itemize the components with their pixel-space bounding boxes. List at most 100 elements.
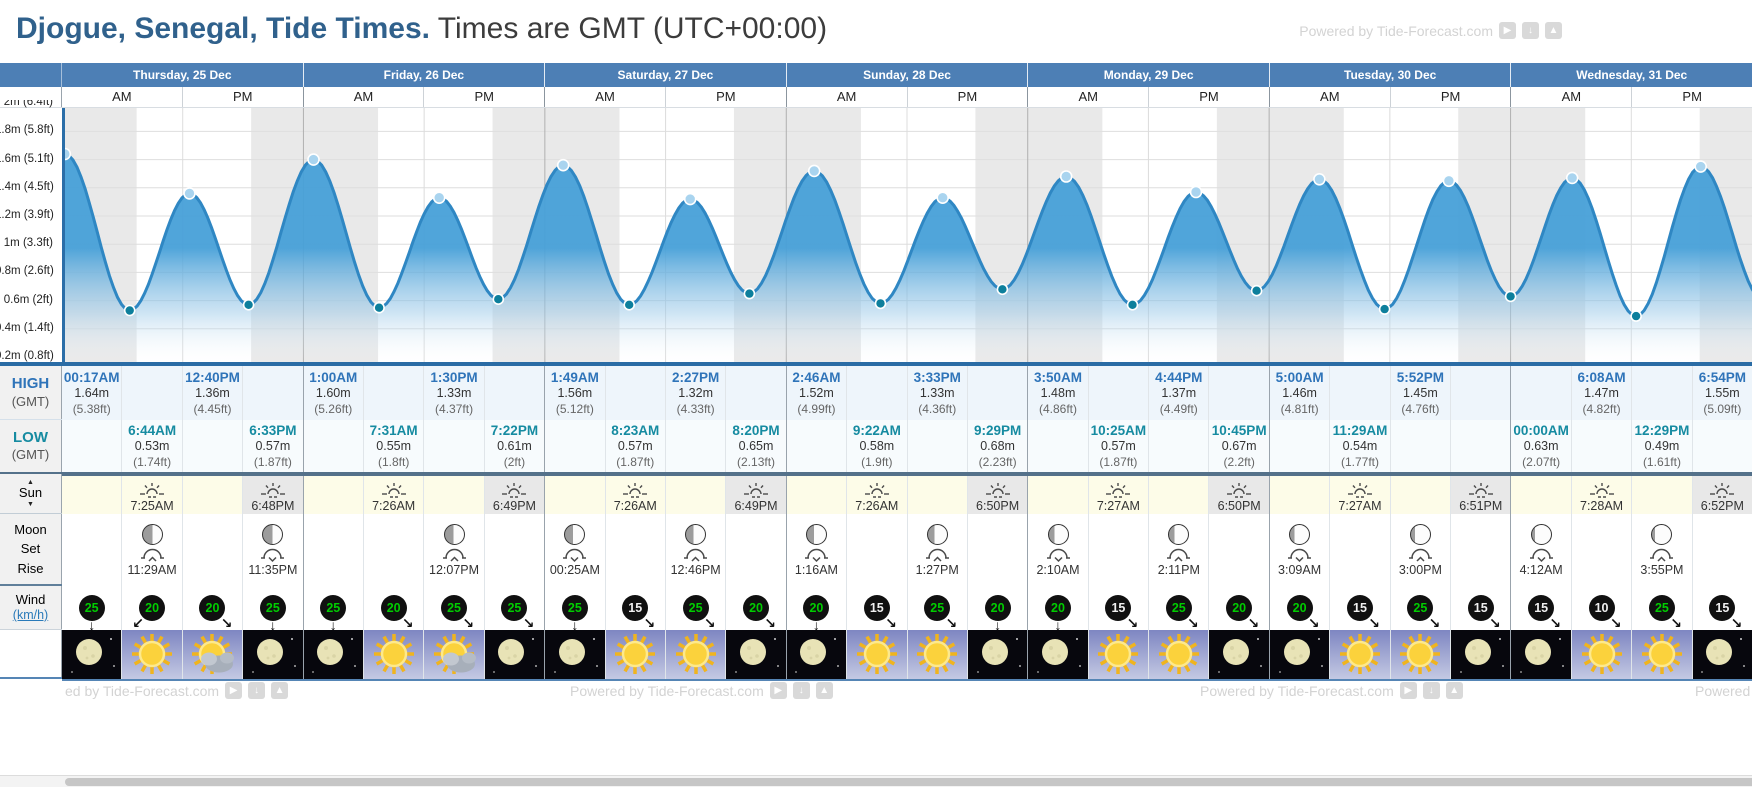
sunrise-cell: 7:26AM <box>847 476 908 518</box>
sunset-time: 6:49PM <box>734 499 778 513</box>
up-badge-icon[interactable]: ▲ <box>1445 682 1463 699</box>
high-tide-height-m: 1.45m <box>1402 386 1438 401</box>
high-tide-time: 1:00AM <box>309 369 358 385</box>
low-tide-marker <box>1504 290 1517 303</box>
powered-by-footer[interactable]: ed by Tide-Forecast.com ▶ ↓ ▲ <box>65 682 289 699</box>
download-badge-icon[interactable]: ↓ <box>1422 682 1440 699</box>
wind-speed: 15 <box>869 601 884 615</box>
wind-badge: 20 ↓ <box>1045 595 1071 632</box>
powered-by-footer[interactable]: Powered by Tide-Forecast.com▶↓▲ <box>1695 682 1752 699</box>
high-tide-cell <box>606 366 666 420</box>
download-badge-icon[interactable]: ↓ <box>1522 22 1539 39</box>
ampm-label: AM <box>62 87 183 107</box>
moon-cell: 12:46PM <box>666 514 727 586</box>
wind-badge: 25 ↓ <box>320 595 347 632</box>
low-tide-height-ft: (1.8ft) <box>377 455 410 470</box>
high-tide-height-ft: (4.82ft) <box>1582 402 1621 417</box>
play-badge-icon[interactable]: ▶ <box>1399 682 1417 699</box>
play-badge-icon[interactable]: ▶ <box>225 682 243 699</box>
weather-night-icon <box>1451 630 1511 679</box>
download-badge-icon[interactable]: ↓ <box>792 682 810 699</box>
powered-by-text[interactable]: Powered by Tide-Forecast.com <box>1299 22 1493 39</box>
wind-badge: 20 ↘ <box>1226 595 1259 630</box>
sunset-cell: 6:52PM <box>1692 476 1752 518</box>
wind-badge: 20 ↓ <box>984 595 1011 632</box>
low-tide-time: 6:33PM <box>249 422 297 438</box>
high-tide-height-ft: (5.09ft) <box>1703 402 1742 417</box>
high-tide-time: 3:50AM <box>1034 369 1083 385</box>
weather-row <box>0 630 1752 681</box>
low-tide-marker <box>874 297 887 310</box>
download-badge-icon[interactable]: ↓ <box>248 682 266 699</box>
powered-by-text[interactable]: Powered by Tide-Forecast.com <box>570 682 764 699</box>
low-tide-marker <box>123 304 136 317</box>
up-badge-icon[interactable]: ▲ <box>1545 22 1562 39</box>
sunrise-cell: 7:25AM <box>122 476 183 518</box>
high-tide-time: 6:08AM <box>1577 369 1626 385</box>
moonset-icon <box>1529 548 1553 562</box>
moon-cell <box>1330 514 1391 586</box>
scrollbar-thumb[interactable] <box>65 778 1752 786</box>
wind-badge: 25 ↓ <box>259 595 286 632</box>
sunset-cell: 6:49PM <box>726 476 786 518</box>
moon-cell: 00:25AM <box>545 514 606 586</box>
powered-by-text[interactable]: Powered by Tide-Forecast.com <box>1695 682 1752 699</box>
moon-phase-icon <box>564 523 586 545</box>
powered-by-text[interactable]: ed by Tide-Forecast.com <box>65 682 220 699</box>
low-tide-height-ft: (1.87ft) <box>1099 455 1138 470</box>
low-tide-cell <box>304 420 364 472</box>
wind-direction-arrow-icon: ↓ <box>571 617 579 633</box>
wind-speed: 25 <box>84 601 99 615</box>
low-tide-height-m: 0.63m <box>1523 439 1559 454</box>
play-badge-icon[interactable]: ▶ <box>769 682 787 699</box>
wind-speed: 15 <box>1111 601 1126 615</box>
low-tide-height-m: 0.49m <box>1644 439 1680 454</box>
moon-rise-time: 1:27PM <box>915 562 959 577</box>
wind-cell: 25 ↘ <box>1149 586 1210 630</box>
low-tide-height-m: 0.54m <box>1342 439 1378 454</box>
wind-units-link[interactable]: (km/h) <box>12 607 49 622</box>
play-badge-icon[interactable]: ▶ <box>1499 22 1516 39</box>
wind-speed: 25 <box>688 601 703 615</box>
low-tide-cell <box>1693 420 1752 472</box>
moonset-icon <box>261 548 285 562</box>
moonrise-icon <box>1167 548 1191 562</box>
wind-cell: 20 ↘ <box>183 586 244 630</box>
sun-cell <box>666 476 727 518</box>
high-tide-cell <box>726 366 785 420</box>
up-badge-icon[interactable]: ▲ <box>815 682 833 699</box>
wind-direction-arrow-icon: ↘ <box>1307 615 1320 631</box>
low-tide-time: 7:22PM <box>490 422 539 438</box>
powered-by-header[interactable]: Powered by Tide-Forecast.com ▶ ↓ ▲ <box>1299 22 1562 39</box>
moonset-icon <box>1288 548 1312 562</box>
moon-phase-icon <box>1289 523 1311 545</box>
wind-cell: 25 ↓ <box>545 586 606 633</box>
low-tide-height-m: 0.68m <box>980 439 1015 454</box>
wind-cell: 25 ↘ <box>1632 586 1693 630</box>
high-tide-time: 1:49AM <box>550 369 599 385</box>
low-row-label: LOW (GMT) <box>0 420 62 472</box>
moon-cell: 11:29AM <box>122 514 183 586</box>
sunrise-icon <box>381 483 406 498</box>
powered-by-text[interactable]: Powered by Tide-Forecast.com <box>1200 682 1394 699</box>
high-tide-entry: 2:46AM 1.52m (4.99ft) <box>787 366 848 420</box>
sunrise-icon <box>623 483 648 498</box>
wind-cell: 25 ↓ <box>62 586 123 632</box>
sun-cell <box>1149 476 1210 518</box>
high-tide-time: 2:27PM <box>671 369 720 385</box>
weather-night-icon <box>786 630 848 679</box>
sunset-icon <box>260 483 285 498</box>
wind-cell: 25 ↘ <box>424 586 485 630</box>
sun-row: ▲ Sun ▼ 7:25AM 6:48PM 7:26AM 6 <box>0 472 1752 519</box>
powered-by-footer[interactable]: Powered by Tide-Forecast.com ▶ ↓ ▲ <box>570 682 833 699</box>
sunset-cell: 6:49PM <box>484 476 545 518</box>
wind-cell: 20 ↘ <box>726 586 785 630</box>
horizontal-scrollbar[interactable] <box>0 775 1752 787</box>
high-tide-entry: 5:52PM 1.45m (4.76ft) <box>1391 366 1452 420</box>
high-tide-height-ft: (4.99ft) <box>797 402 836 417</box>
moon-set-time: 11:35PM <box>248 562 298 577</box>
up-badge-icon[interactable]: ▲ <box>271 682 289 699</box>
sunset-icon <box>985 483 1010 498</box>
wind-speed: 25 <box>1171 601 1186 615</box>
powered-by-footer[interactable]: Powered by Tide-Forecast.com ▶ ↓ ▲ <box>1200 682 1463 699</box>
